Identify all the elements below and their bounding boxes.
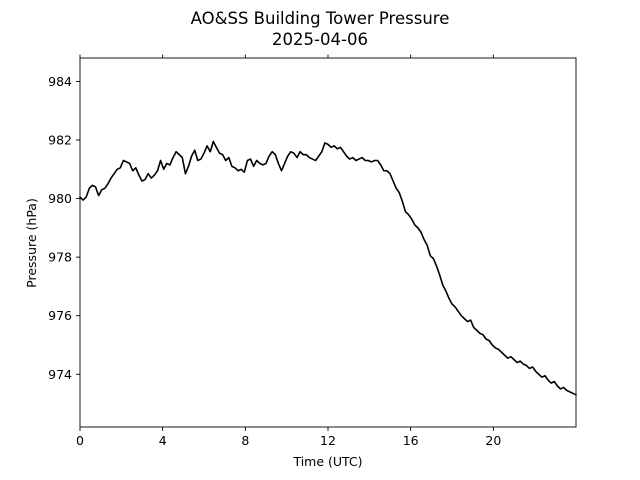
x-axis-label: Time (UTC)	[292, 454, 362, 469]
plot-frame	[79, 57, 577, 428]
series-line-0	[79, 140, 577, 396]
y-axis-label: Pressure (hPa)	[24, 198, 39, 288]
x-tick-label: 4	[159, 433, 167, 448]
y-tick-label: 976	[48, 308, 72, 323]
x-tick-label: 0	[76, 433, 84, 448]
x-tick-label: 12	[320, 433, 336, 448]
y-tick-label: 980	[48, 191, 72, 206]
x-axis: 0 4 8 12 16 20	[76, 54, 501, 448]
y-axis: 974 976 978 980 982 984	[48, 74, 80, 382]
y-tick-label: 978	[48, 250, 72, 265]
y-tick-label: 984	[48, 74, 72, 89]
x-tick-label: 8	[241, 433, 249, 448]
chart-subtitle: 2025-04-06	[272, 30, 368, 49]
x-tick-label: 20	[485, 433, 501, 448]
plot-area	[79, 57, 577, 428]
y-tick-label: 974	[48, 367, 72, 382]
x-tick-label: 16	[403, 433, 419, 448]
chart-title: AO&SS Building Tower Pressure	[191, 9, 450, 28]
y-tick-label: 982	[48, 133, 72, 148]
